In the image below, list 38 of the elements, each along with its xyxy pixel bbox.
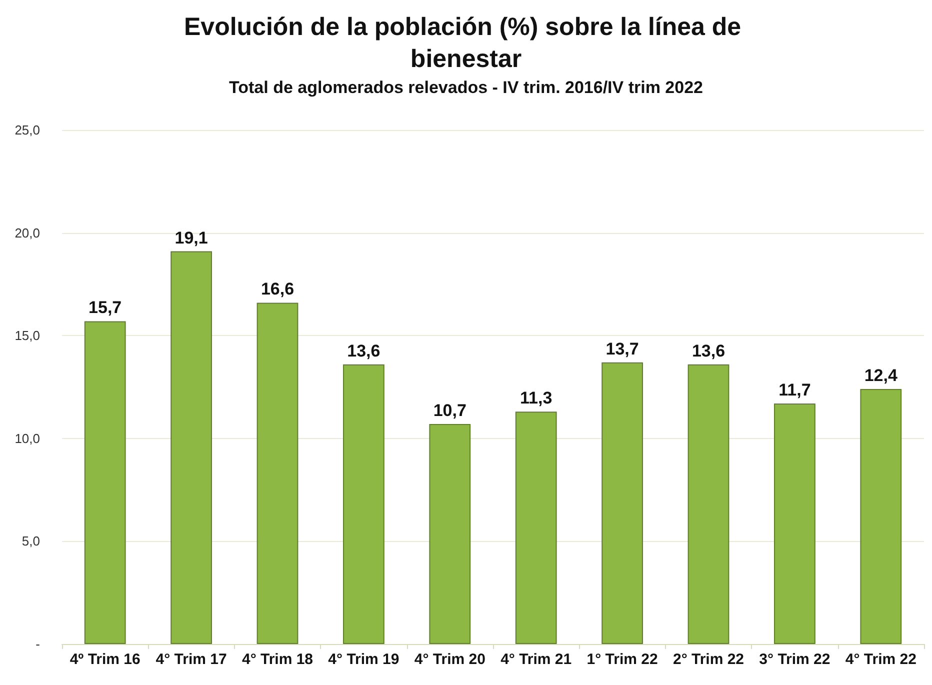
bar <box>256 302 298 644</box>
bar <box>774 403 816 644</box>
bar <box>515 412 557 644</box>
x-tick-label: 1° Trim 22 <box>586 651 658 668</box>
bar <box>860 389 902 644</box>
data-label: 13,6 <box>347 341 380 360</box>
bar <box>429 424 471 644</box>
data-label: 12,4 <box>864 366 898 386</box>
data-label: 13,7 <box>606 339 639 358</box>
data-label: 11,3 <box>520 388 552 408</box>
bar <box>343 364 384 644</box>
y-tick-label: - <box>36 636 40 652</box>
x-tick-label: 4° Trim 17 <box>156 651 227 668</box>
x-tick-label: 4° Trim 18 <box>242 651 314 668</box>
bar <box>170 251 212 644</box>
bar <box>602 362 643 644</box>
data-label: 16,6 <box>260 280 294 299</box>
x-tick-label: 4° Trim 21 <box>500 651 572 668</box>
y-tick-label: 10,0 <box>14 430 40 446</box>
chart-subtitle: Total de aglomerados relevados - IV trim. 2016/IV trim 2022 <box>229 78 703 97</box>
bar <box>688 364 730 644</box>
chart-title: Evolución de la población (%) sobre la línea de bienestar <box>184 13 748 73</box>
x-tick-label: 2° Trim 22 <box>672 651 744 668</box>
x-tick-label: 4º Trim 16 <box>70 651 140 668</box>
bar <box>84 321 126 644</box>
data-label: 11,7 <box>778 380 811 400</box>
y-tick-label: 5,0 <box>22 534 40 549</box>
y-tick-label: 25,0 <box>14 122 40 138</box>
data-label: 13,6 <box>692 341 726 360</box>
x-tick-label: 4° Trim 19 <box>328 651 400 668</box>
y-tick-label: 20,0 <box>14 225 40 240</box>
x-tick-label: 3° Trim 22 <box>759 651 830 668</box>
data-label: 15,7 <box>88 298 122 318</box>
y-tick-label: 15,0 <box>14 328 40 344</box>
x-tick-label: 4° Trim 22 <box>845 651 916 668</box>
data-label: 10,7 <box>433 401 466 420</box>
x-tick-label: 4° Trim 20 <box>414 651 486 668</box>
data-label: 19,1 <box>174 228 208 248</box>
